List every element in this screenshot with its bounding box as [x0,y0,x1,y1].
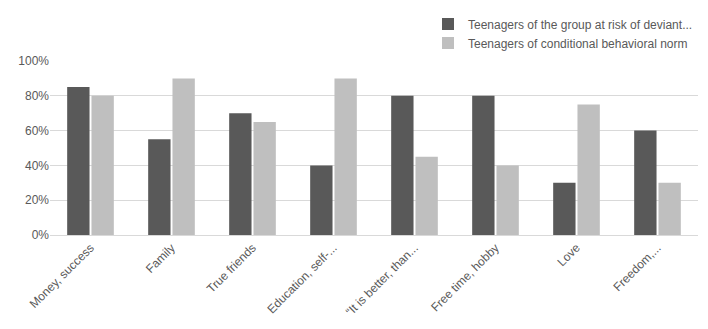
svg-text:0%: 0% [32,228,50,242]
svg-text:80%: 80% [25,89,49,103]
svg-text:Freedom,...: Freedom,... [611,241,664,294]
svg-text:True friends: True friends [204,241,259,296]
svg-text:20%: 20% [25,193,49,207]
svg-text:100%: 100% [18,54,49,68]
svg-text:Teenagers of the group at risk: Teenagers of the group at risk of devian… [468,18,692,32]
svg-text:Teenagers of conditional behav: Teenagers of conditional behavioral norm [468,37,687,51]
svg-text:Free time, hobby: Free time, hobby [428,241,502,315]
svg-text:Family: Family [143,241,178,276]
svg-text:“It is better, than...: “It is better, than... [343,241,421,319]
svg-text:40%: 40% [25,159,49,173]
svg-text:Education, self-...: Education, self-... [264,241,339,316]
svg-text:Love: Love [555,241,584,270]
svg-text:Money, success: Money, success [27,241,97,311]
svg-text:60%: 60% [25,124,49,138]
